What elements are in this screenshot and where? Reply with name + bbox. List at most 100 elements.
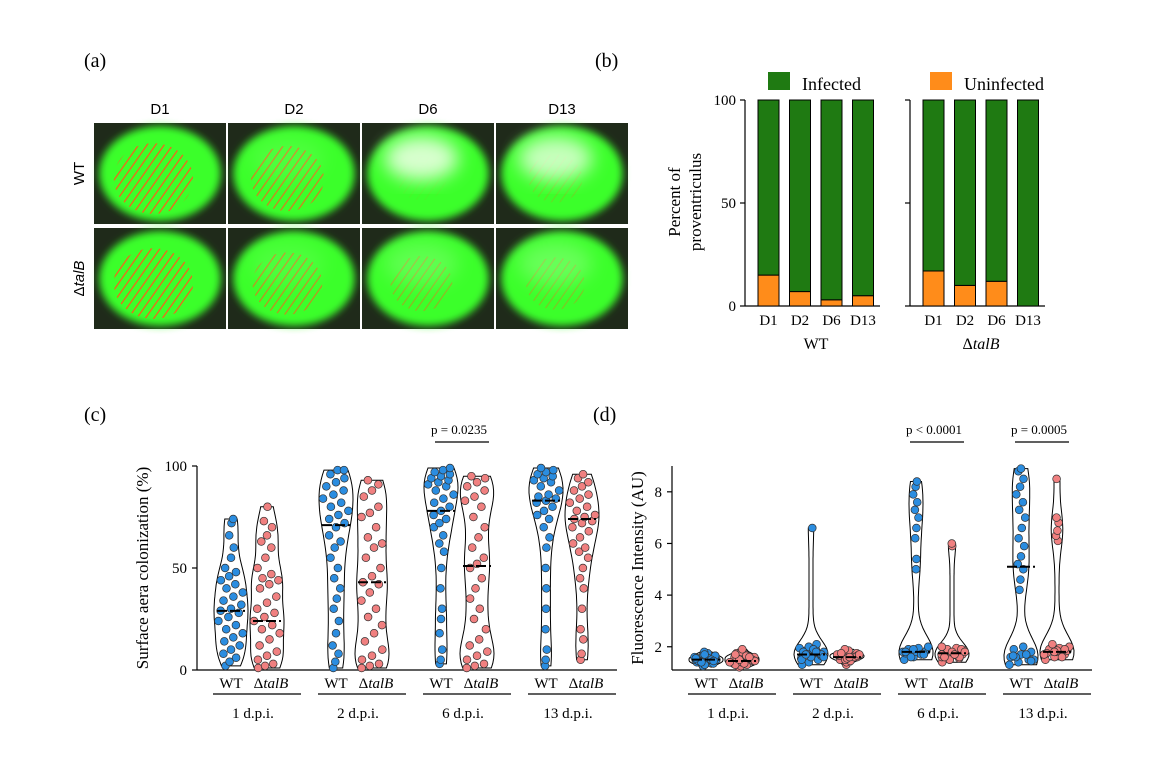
- panel-a-microscopy: D1 D2 D6 D13 WT ΔtalB: [71, 101, 628, 329]
- x-group-label: 13 d.p.i.: [543, 706, 592, 722]
- panel-b-ylabel-line1: Percent of: [665, 167, 684, 237]
- column-label-d6: D6: [418, 101, 437, 118]
- data-point-talb: [584, 490, 593, 499]
- micrograph-wt-d13: [496, 123, 628, 224]
- data-point-talb: [363, 612, 373, 622]
- data-point-talb: [474, 635, 484, 644]
- column-label-d2: D2: [284, 101, 303, 118]
- data-point-wt: [214, 616, 223, 626]
- data-point-talb: [376, 563, 385, 573]
- x-label-talb-prefix: Δ: [729, 676, 739, 692]
- x-tick-label-d1: D1: [924, 313, 942, 329]
- data-point-talb: [940, 652, 949, 662]
- x-group-label: 6 d.p.i.: [442, 706, 484, 722]
- data-point-talb: [462, 663, 471, 673]
- data-point-talb: [477, 502, 486, 512]
- data-point-wt: [222, 584, 231, 593]
- data-point-talb: [576, 624, 585, 634]
- data-point-talb: [265, 580, 274, 589]
- data-point-wt: [438, 465, 448, 475]
- data-point-talb: [260, 612, 269, 622]
- data-point-wt: [1018, 497, 1028, 507]
- bar-infected: [985, 99, 1008, 282]
- data-point-talb: [378, 645, 387, 654]
- y-tick-label: 100: [165, 459, 188, 475]
- data-point-wt: [534, 492, 543, 501]
- legend-swatch-infected: [768, 72, 790, 90]
- data-point-wt: [910, 505, 920, 515]
- data-point-wt: [545, 533, 554, 542]
- data-point-talb: [568, 539, 578, 548]
- x-tick-label-d2: D2: [791, 313, 809, 329]
- data-point-wt: [1012, 490, 1021, 499]
- data-point-talb: [374, 659, 384, 669]
- data-point-wt: [541, 655, 550, 665]
- data-point-talb: [574, 547, 584, 556]
- x-label-talb: ΔtalB: [939, 676, 974, 692]
- data-point-wt: [1017, 523, 1027, 533]
- data-point-wt: [539, 506, 549, 516]
- x-label-talb-prefix: Δ: [834, 676, 844, 692]
- bright-region: [518, 241, 593, 286]
- data-point-talb: [371, 522, 381, 532]
- data-point-talb: [583, 553, 593, 563]
- data-point-wt: [326, 502, 336, 512]
- data-point-talb: [262, 531, 272, 540]
- data-point-wt: [445, 463, 455, 473]
- data-point-wt: [322, 482, 331, 491]
- bright-region: [384, 241, 459, 286]
- data-point-wt: [331, 478, 341, 487]
- bright-region: [250, 241, 325, 286]
- y-tick-label: 50: [721, 196, 736, 212]
- data-point-talb: [937, 642, 947, 652]
- data-point-wt: [1015, 585, 1024, 595]
- data-point-wt: [436, 655, 445, 665]
- x-label-talb-word: talB: [738, 676, 763, 692]
- data-point-talb: [270, 608, 279, 618]
- x-group-label: 1 d.p.i.: [232, 706, 274, 722]
- data-point-wt: [906, 652, 916, 662]
- data-point-talb: [575, 494, 584, 503]
- data-point-talb: [568, 522, 577, 532]
- data-point-wt: [225, 657, 234, 667]
- data-point-talb: [577, 649, 586, 658]
- data-point-wt: [1019, 541, 1029, 551]
- micrograph-talb-d6: [362, 228, 494, 329]
- data-point-talb: [1057, 652, 1067, 662]
- x-tick-label-d13: D13: [850, 313, 876, 329]
- data-point-wt: [539, 522, 548, 532]
- panel-d-chart: Fluorescence Intensity (AU) 2 4 6 8 WT ΔtalB 1 …: [628, 422, 1092, 722]
- y-tick-label: 6: [655, 536, 663, 552]
- y-axis-title: Fluorescence Intensity (AU): [628, 471, 647, 665]
- row-label-word: talB: [71, 261, 88, 287]
- legend-label-uninfected: Uninfected: [964, 74, 1044, 94]
- data-point-talb: [252, 604, 262, 614]
- data-point-talb: [369, 543, 379, 552]
- data-point-wt: [339, 465, 349, 475]
- row-label-wt: WT: [71, 162, 88, 185]
- data-point-talb: [472, 651, 482, 660]
- data-point-wt: [429, 510, 438, 520]
- x-tick-label-d13: D13: [1015, 313, 1041, 329]
- data-point-wt: [1016, 575, 1025, 584]
- data-point-wt: [554, 486, 564, 495]
- data-point-talb: [374, 502, 383, 512]
- panel-a-label: (a): [84, 50, 106, 72]
- data-point-talb: [255, 584, 265, 593]
- data-point-talb: [467, 543, 477, 552]
- data-point-talb: [371, 604, 381, 614]
- data-point-wt: [1008, 651, 1018, 661]
- data-point-wt: [549, 465, 558, 475]
- x-label-talb-prefix: Δ: [359, 676, 369, 692]
- x-group-label: 2 d.p.i.: [337, 706, 379, 722]
- data-point-talb: [579, 584, 588, 593]
- data-point-wt: [1021, 650, 1031, 659]
- data-point-talb: [483, 647, 492, 656]
- data-point-talb: [369, 629, 379, 638]
- data-point-talb: [257, 624, 267, 634]
- x-label-talb-prefix: Δ: [569, 676, 579, 692]
- x-label-talb-prefix: Δ: [464, 676, 474, 692]
- violin-talb: [459, 475, 495, 669]
- data-point-talb: [1053, 526, 1062, 535]
- row-label-prefix: Δ: [71, 286, 88, 296]
